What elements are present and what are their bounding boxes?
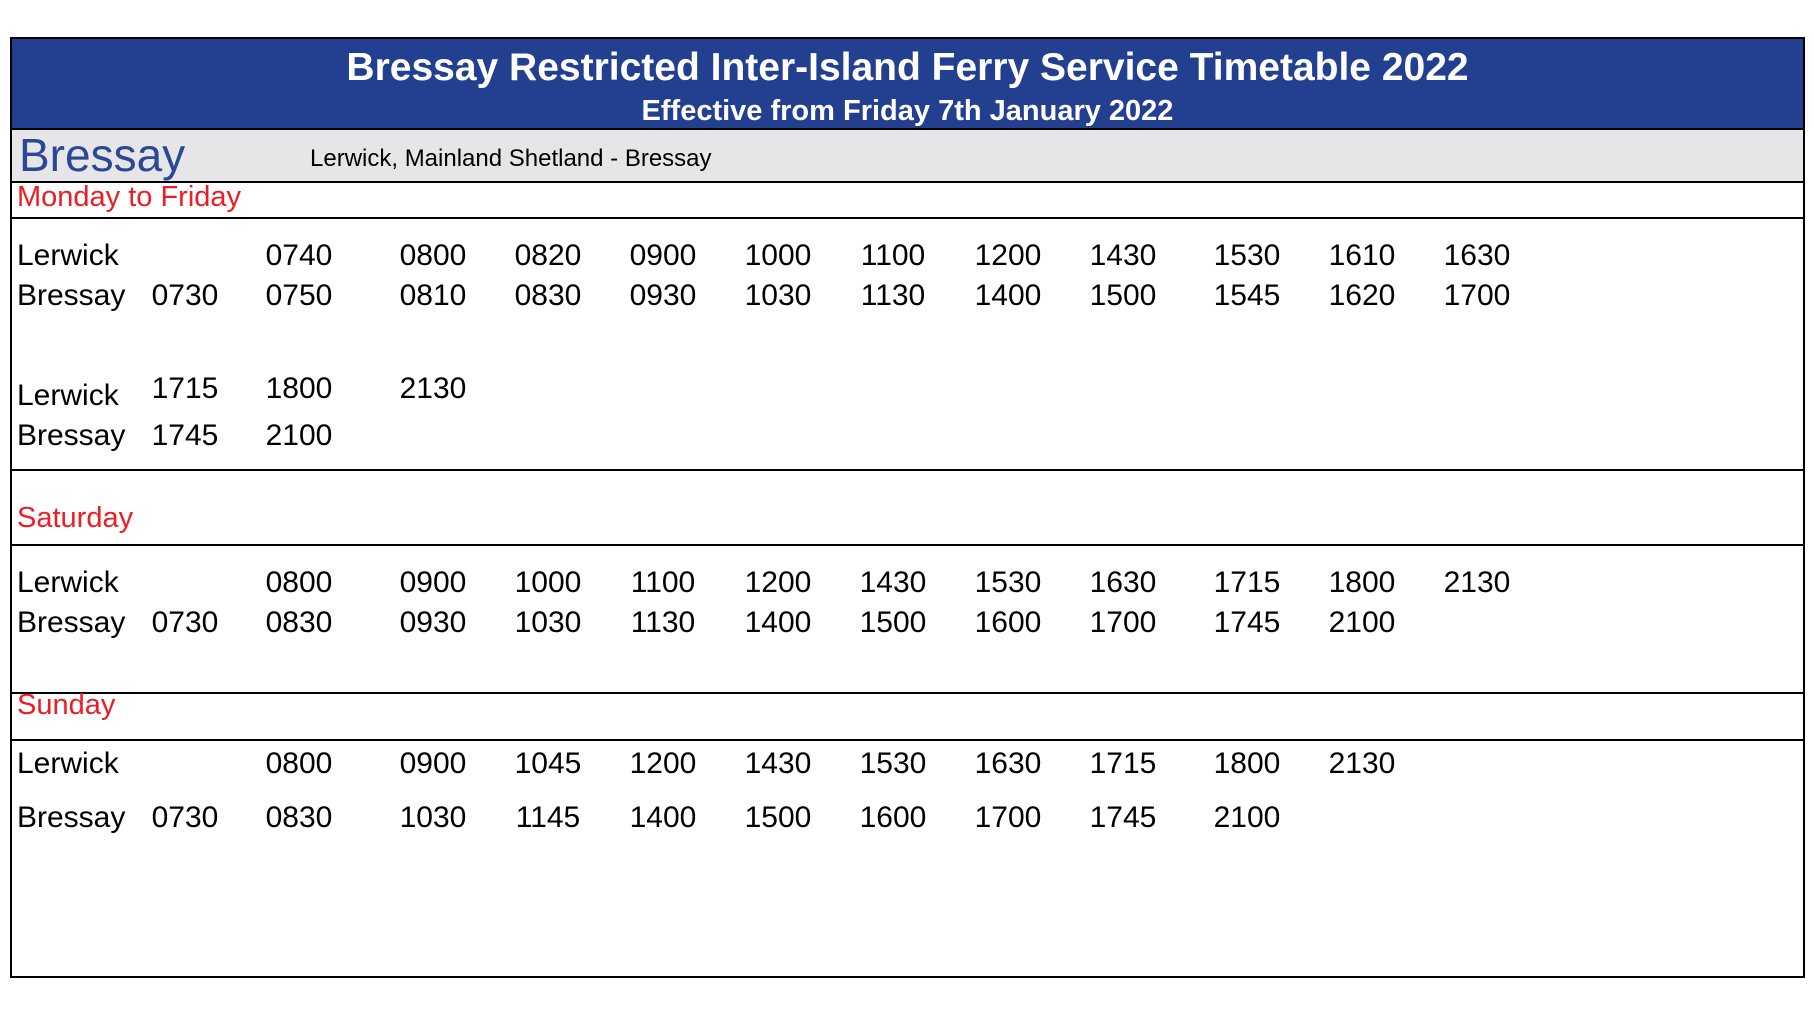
stop-label-lerwick: Lerwick (17, 239, 119, 272)
departure-time-bressay: 1030 (744, 279, 812, 312)
departure-time-lerwick: 0800 (265, 566, 333, 599)
section-divider (12, 692, 1803, 694)
departure-time-lerwick: 1430 (859, 566, 927, 599)
departure-time-lerwick: 1800 (1328, 566, 1396, 599)
section-divider (12, 469, 1803, 471)
departure-time-bressay: 1745 (151, 419, 219, 452)
departure-time-bressay: 1500 (1089, 279, 1157, 312)
departure-time-lerwick: 0800 (399, 239, 467, 272)
departure-time-lerwick: 1100 (860, 239, 926, 272)
departure-time-lerwick: 0740 (265, 239, 333, 272)
departure-time-lerwick: 1430 (1089, 239, 1157, 272)
departure-time-bressay: 0730 (151, 606, 219, 639)
departure-time-bressay: 0830 (514, 279, 582, 312)
departure-time-bressay: 1145 (515, 801, 581, 834)
departure-time-lerwick: 1200 (974, 239, 1042, 272)
page-title: Bressay Restricted Inter-Island Ferry Se… (346, 46, 1469, 89)
departure-time-lerwick: 1800 (1213, 747, 1281, 780)
page-subtitle: Effective from Friday 7th January 2022 (641, 95, 1174, 127)
stop-label-bressay: Bressay (17, 606, 126, 639)
departure-time-bressay: 1700 (1089, 606, 1157, 639)
departure-time-bressay: 0930 (629, 279, 697, 312)
departure-time-bressay: 1030 (514, 606, 582, 639)
departure-time-bressay: 1030 (399, 801, 467, 834)
departure-time-bressay: 2100 (265, 419, 333, 452)
departure-time-lerwick: 0900 (629, 239, 697, 272)
island-name: Bressay (19, 129, 186, 181)
timetable-sheet: Bressay Restricted Inter-Island Ferry Se… (10, 37, 1805, 978)
departure-time-lerwick: 1530 (974, 566, 1042, 599)
section-day-sunday: Sunday (17, 689, 116, 721)
departure-time-lerwick: 1430 (744, 747, 812, 780)
departure-time-bressay: 1700 (974, 801, 1042, 834)
departure-time-lerwick: 1045 (514, 747, 582, 780)
departure-time-bressay: 1400 (629, 801, 697, 834)
departure-time-bressay: 1700 (1443, 279, 1511, 312)
section-divider (12, 217, 1803, 219)
departure-time-bressay: 0750 (265, 279, 333, 312)
departure-time-lerwick: 1630 (1443, 239, 1511, 272)
departure-time-lerwick: 1000 (744, 239, 812, 272)
departure-time-bressay: 1620 (1328, 279, 1396, 312)
departure-time-lerwick: 1530 (859, 747, 927, 780)
departure-time-lerwick: 1715 (151, 372, 219, 405)
departure-time-lerwick: 0800 (265, 747, 333, 780)
title-band: Bressay Restricted Inter-Island Ferry Se… (12, 39, 1803, 130)
departure-time-bressay: 1130 (860, 279, 926, 312)
stop-label-lerwick: Lerwick (17, 747, 119, 780)
departure-time-lerwick: 1715 (1213, 566, 1281, 599)
departure-time-lerwick: 1630 (1089, 566, 1157, 599)
departure-time-bressay: 2100 (1328, 606, 1396, 639)
departure-time-bressay: 0830 (265, 801, 333, 834)
departure-time-bressay: 1500 (859, 606, 927, 639)
section-day-mon-fri: Monday to Friday (17, 181, 242, 213)
departure-time-lerwick: 0820 (514, 239, 582, 272)
departure-time-bressay: 1600 (859, 801, 927, 834)
stop-label-bressay: Bressay (17, 279, 126, 312)
route-band: Bressay Lerwick, Mainland Shetland - Bre… (12, 129, 1803, 183)
departure-time-bressay: 0930 (399, 606, 467, 639)
stop-label-lerwick: Lerwick (17, 379, 119, 412)
departure-time-bressay: 0730 (151, 279, 219, 312)
stop-label-bressay: Bressay (17, 419, 126, 452)
departure-time-bressay: 1600 (974, 606, 1042, 639)
route-description: Lerwick, Mainland Shetland - Bressay (310, 145, 712, 172)
departure-time-lerwick: 1100 (630, 566, 696, 599)
departure-time-lerwick: 1200 (744, 566, 812, 599)
departure-time-lerwick: 1530 (1213, 239, 1281, 272)
departure-time-bressay: 2100 (1213, 801, 1281, 834)
departure-time-lerwick: 2130 (1328, 747, 1396, 780)
departure-time-lerwick: 2130 (1443, 566, 1511, 599)
stop-label-bressay: Bressay (17, 801, 126, 834)
departure-time-lerwick: 0900 (399, 747, 467, 780)
stop-label-lerwick: Lerwick (17, 566, 119, 599)
departure-time-bressay: 1745 (1089, 801, 1157, 834)
departure-time-lerwick: 1715 (1089, 747, 1157, 780)
departure-time-bressay: 1130 (630, 606, 696, 639)
section-divider (12, 544, 1803, 546)
section-day-saturday: Saturday (17, 502, 134, 534)
departure-time-bressay: 0810 (399, 279, 467, 312)
departure-time-bressay: 0730 (151, 801, 219, 834)
departure-time-bressay: 1745 (1213, 606, 1281, 639)
departure-time-lerwick: 1000 (514, 566, 582, 599)
departure-time-bressay: 1500 (744, 801, 812, 834)
departure-time-lerwick: 1800 (265, 372, 333, 405)
departure-time-lerwick: 0900 (399, 566, 467, 599)
departure-time-lerwick: 2130 (399, 372, 467, 405)
departure-time-bressay: 1400 (974, 279, 1042, 312)
departure-time-lerwick: 1610 (1328, 239, 1396, 272)
departure-time-lerwick: 1630 (974, 747, 1042, 780)
section-divider (12, 739, 1803, 741)
departure-time-bressay: 1400 (744, 606, 812, 639)
departure-time-bressay: 0830 (265, 606, 333, 639)
departure-time-lerwick: 1200 (629, 747, 697, 780)
departure-time-bressay: 1545 (1213, 279, 1281, 312)
